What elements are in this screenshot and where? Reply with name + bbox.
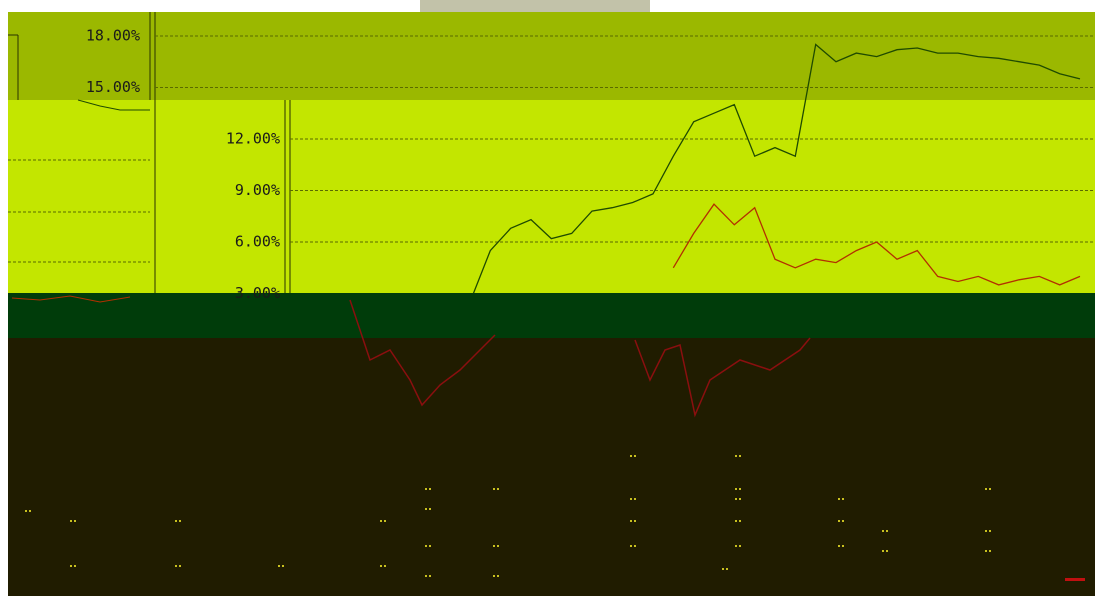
marker — [29, 510, 31, 512]
y-tick-label: 18.00% — [86, 26, 140, 44]
marker — [380, 520, 382, 522]
marker — [886, 530, 888, 532]
y-tick-label: 15.00% — [86, 78, 140, 96]
marker — [735, 498, 737, 500]
marker — [726, 568, 728, 570]
marker — [985, 488, 987, 490]
marker — [175, 520, 177, 522]
marker — [179, 565, 181, 567]
marker — [630, 545, 632, 547]
marker — [838, 545, 840, 547]
marker — [735, 545, 737, 547]
marker — [497, 488, 499, 490]
marker — [722, 568, 724, 570]
marker — [882, 530, 884, 532]
marker — [842, 545, 844, 547]
marker — [425, 488, 427, 490]
marker — [429, 508, 431, 510]
marker — [429, 575, 431, 577]
corner-mark — [1065, 578, 1085, 581]
marker — [634, 520, 636, 522]
marker — [282, 565, 284, 567]
marker — [425, 575, 427, 577]
marker — [989, 530, 991, 532]
marker — [497, 575, 499, 577]
marker — [634, 455, 636, 457]
marker — [384, 565, 386, 567]
marker — [842, 520, 844, 522]
marker — [175, 565, 177, 567]
marker — [735, 488, 737, 490]
marker — [739, 498, 741, 500]
middle-panel — [8, 100, 1095, 293]
marker — [989, 488, 991, 490]
marker — [25, 510, 27, 512]
marker — [739, 520, 741, 522]
marker — [74, 520, 76, 522]
marker — [739, 545, 741, 547]
marker — [630, 520, 632, 522]
marker — [179, 520, 181, 522]
marker — [985, 550, 987, 552]
marker — [493, 488, 495, 490]
marker — [493, 545, 495, 547]
marker — [882, 550, 884, 552]
marker — [985, 530, 987, 532]
y-tick-label: 12.00% — [226, 129, 280, 147]
marker — [630, 455, 632, 457]
status-band — [8, 293, 1095, 338]
marker — [425, 508, 427, 510]
y-tick-label: 6.00% — [235, 233, 280, 251]
lower-panel — [8, 338, 1095, 596]
marker — [842, 498, 844, 500]
marker — [429, 488, 431, 490]
marker — [634, 498, 636, 500]
marker — [384, 520, 386, 522]
marker — [493, 575, 495, 577]
marker — [70, 520, 72, 522]
marker — [429, 545, 431, 547]
marker — [380, 565, 382, 567]
marker — [425, 545, 427, 547]
marker — [735, 455, 737, 457]
marker — [735, 520, 737, 522]
marker — [74, 565, 76, 567]
upper-panel — [8, 12, 1095, 100]
marker — [886, 550, 888, 552]
marker — [838, 520, 840, 522]
y-tick-label: 3.00% — [235, 284, 280, 302]
marker — [70, 565, 72, 567]
marker — [634, 545, 636, 547]
marker — [278, 565, 280, 567]
y-tick-label: 9.00% — [235, 181, 280, 199]
marker — [497, 545, 499, 547]
marker — [739, 488, 741, 490]
marker — [838, 498, 840, 500]
marker — [989, 550, 991, 552]
marker — [739, 455, 741, 457]
marker — [630, 498, 632, 500]
screen: 3.00% 6.00% 9.00% 12.00% 15.00% 18.00% — [0, 0, 1095, 596]
glitch-strip — [420, 0, 650, 12]
